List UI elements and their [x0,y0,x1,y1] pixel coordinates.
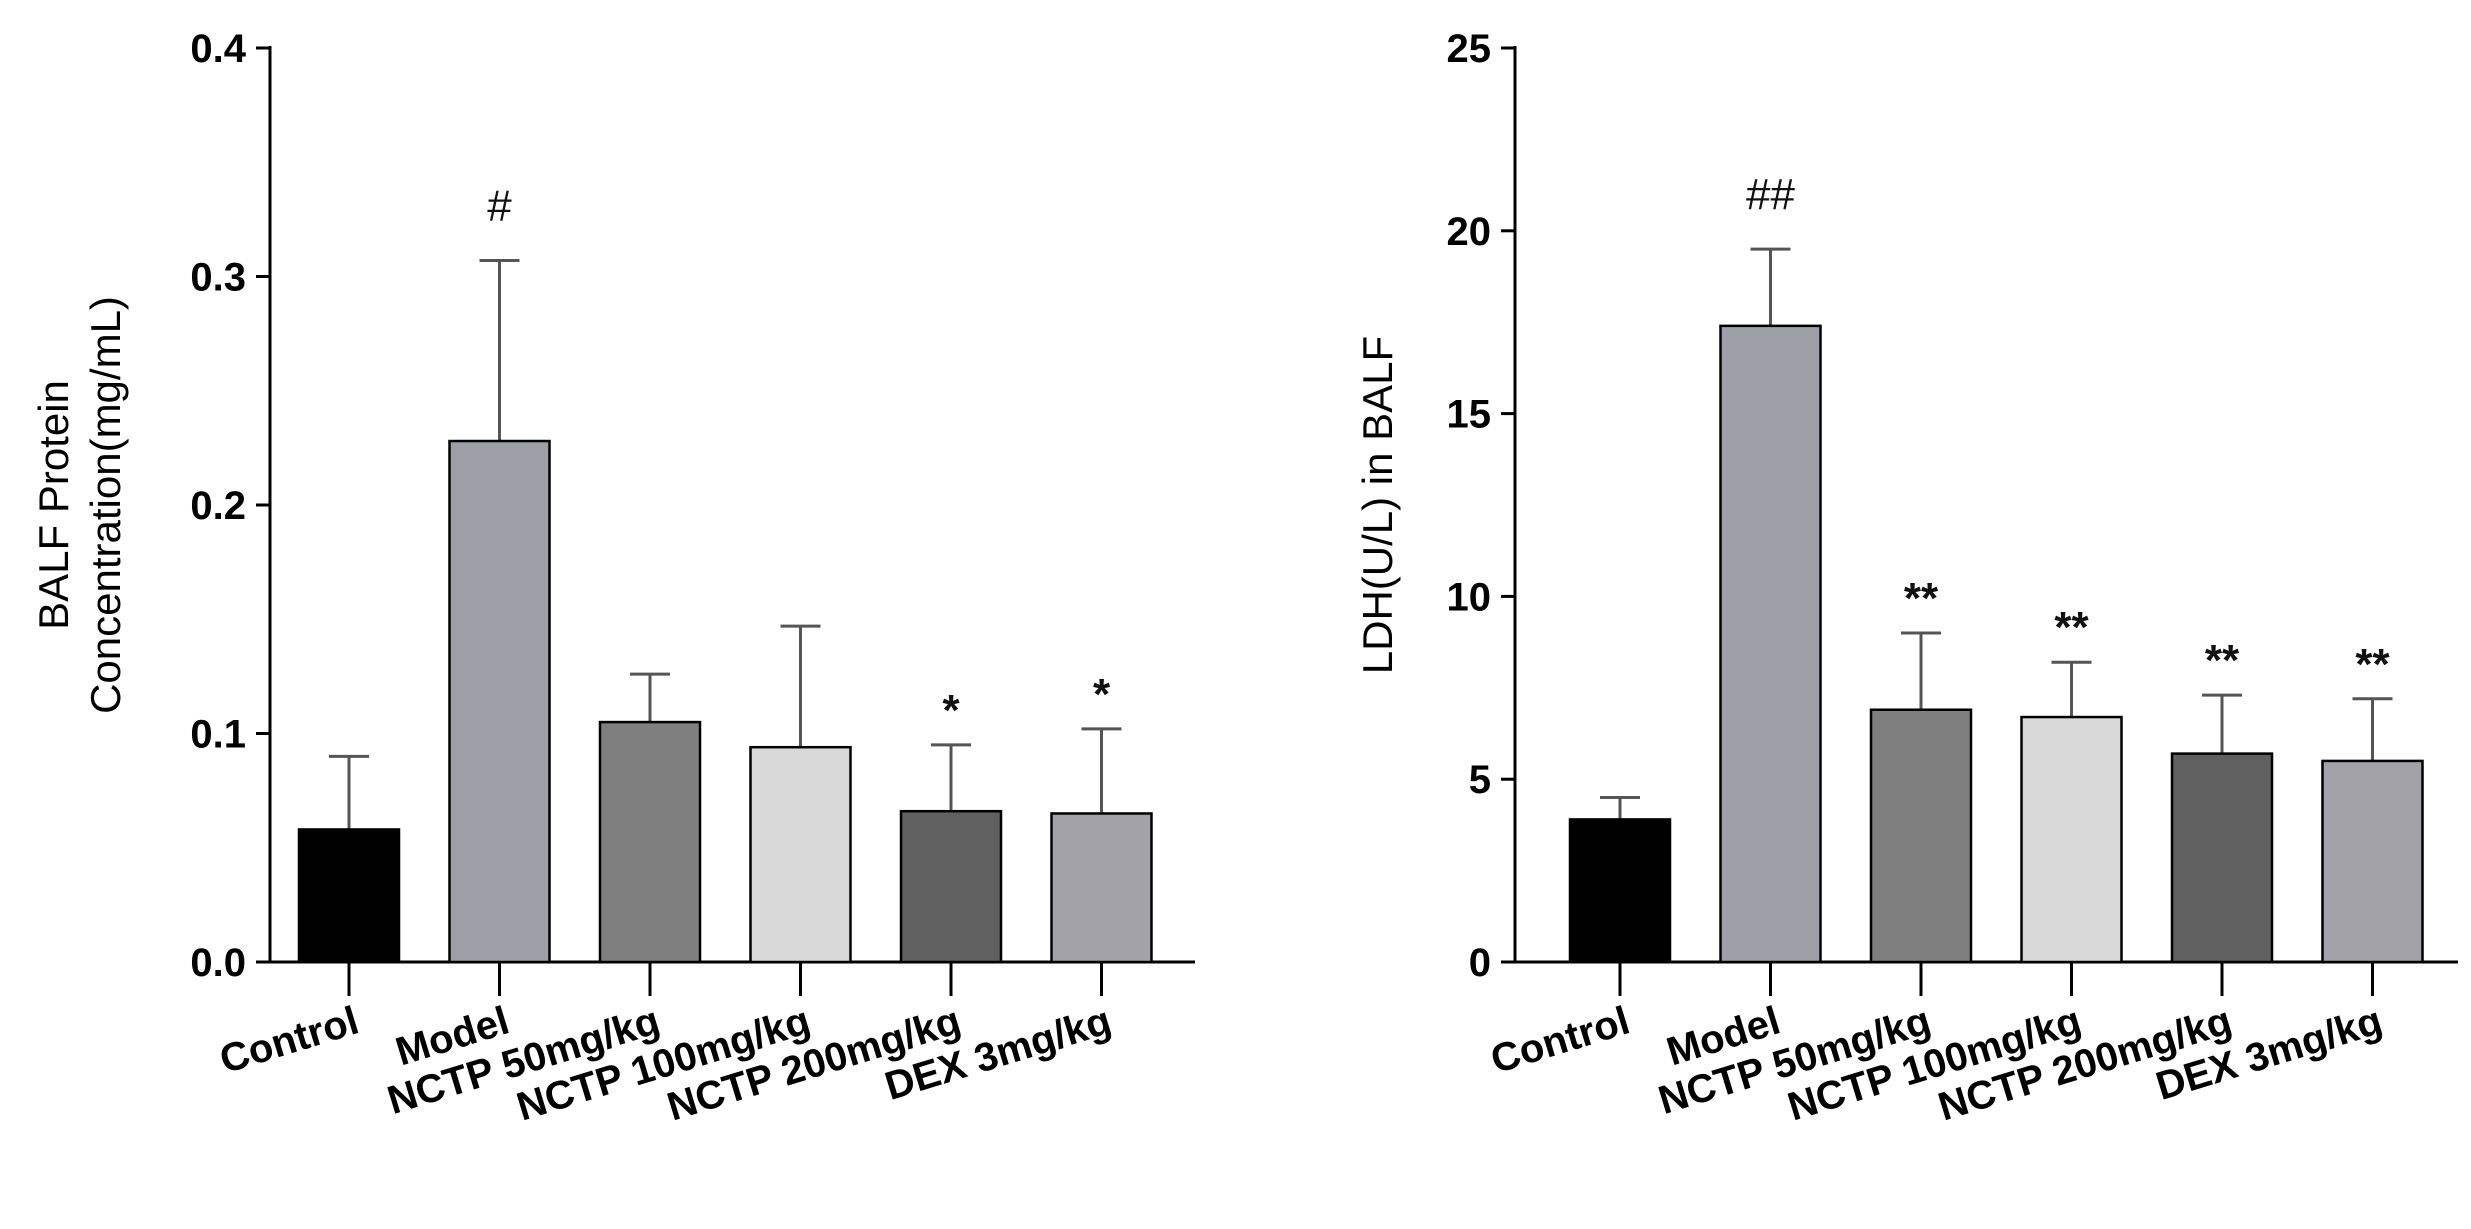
significance-label: # [487,182,512,231]
y-tick-label: 0.0 [190,941,246,985]
significance-label: * [1093,670,1111,719]
bar [2170,752,2274,964]
y-axis-title: Concentration(mg/mL) [82,296,129,714]
balf-protein-chart: 0.0 0.1 0.2 0.3 0.4 BALF Protein Concentration… [30,27,1195,1129]
y-axis-title: LDH(U/L) in BALF [1354,336,1401,674]
y-tick-label: 15 [1447,393,1492,437]
y-tick-label: 10 [1447,575,1492,619]
bar [1869,708,1973,964]
category-label: Control [1486,999,1635,1083]
y-tick-label: 0.2 [190,484,246,528]
bar [1568,818,1672,964]
y-tick-label: 25 [1447,27,1492,71]
bar [448,439,551,964]
bar [297,828,401,964]
bar [1719,324,1822,964]
y-tick-label: 0.4 [190,27,246,71]
significance-label: ## [1746,170,1795,219]
y-tick-label: 20 [1447,210,1492,254]
y-tick-label: 0 [1469,941,1491,985]
y-axis-title: BALF Protein [30,380,77,630]
significance-label: ** [2054,603,2089,652]
bar [598,720,702,964]
bar [749,745,852,964]
y-tick-label: 5 [1469,758,1491,802]
significance-label: ** [2355,640,2390,689]
bar [2020,715,2123,964]
bar [1050,812,1153,964]
bar [899,809,1003,964]
y-tick-label: 0.1 [190,713,246,757]
significance-label: ** [2205,636,2240,685]
category-label: Control [215,999,364,1083]
significance-label: * [942,686,960,735]
significance-label: ** [1904,574,1939,623]
bar [2321,759,2424,964]
y-tick-label: 0.3 [190,256,246,300]
